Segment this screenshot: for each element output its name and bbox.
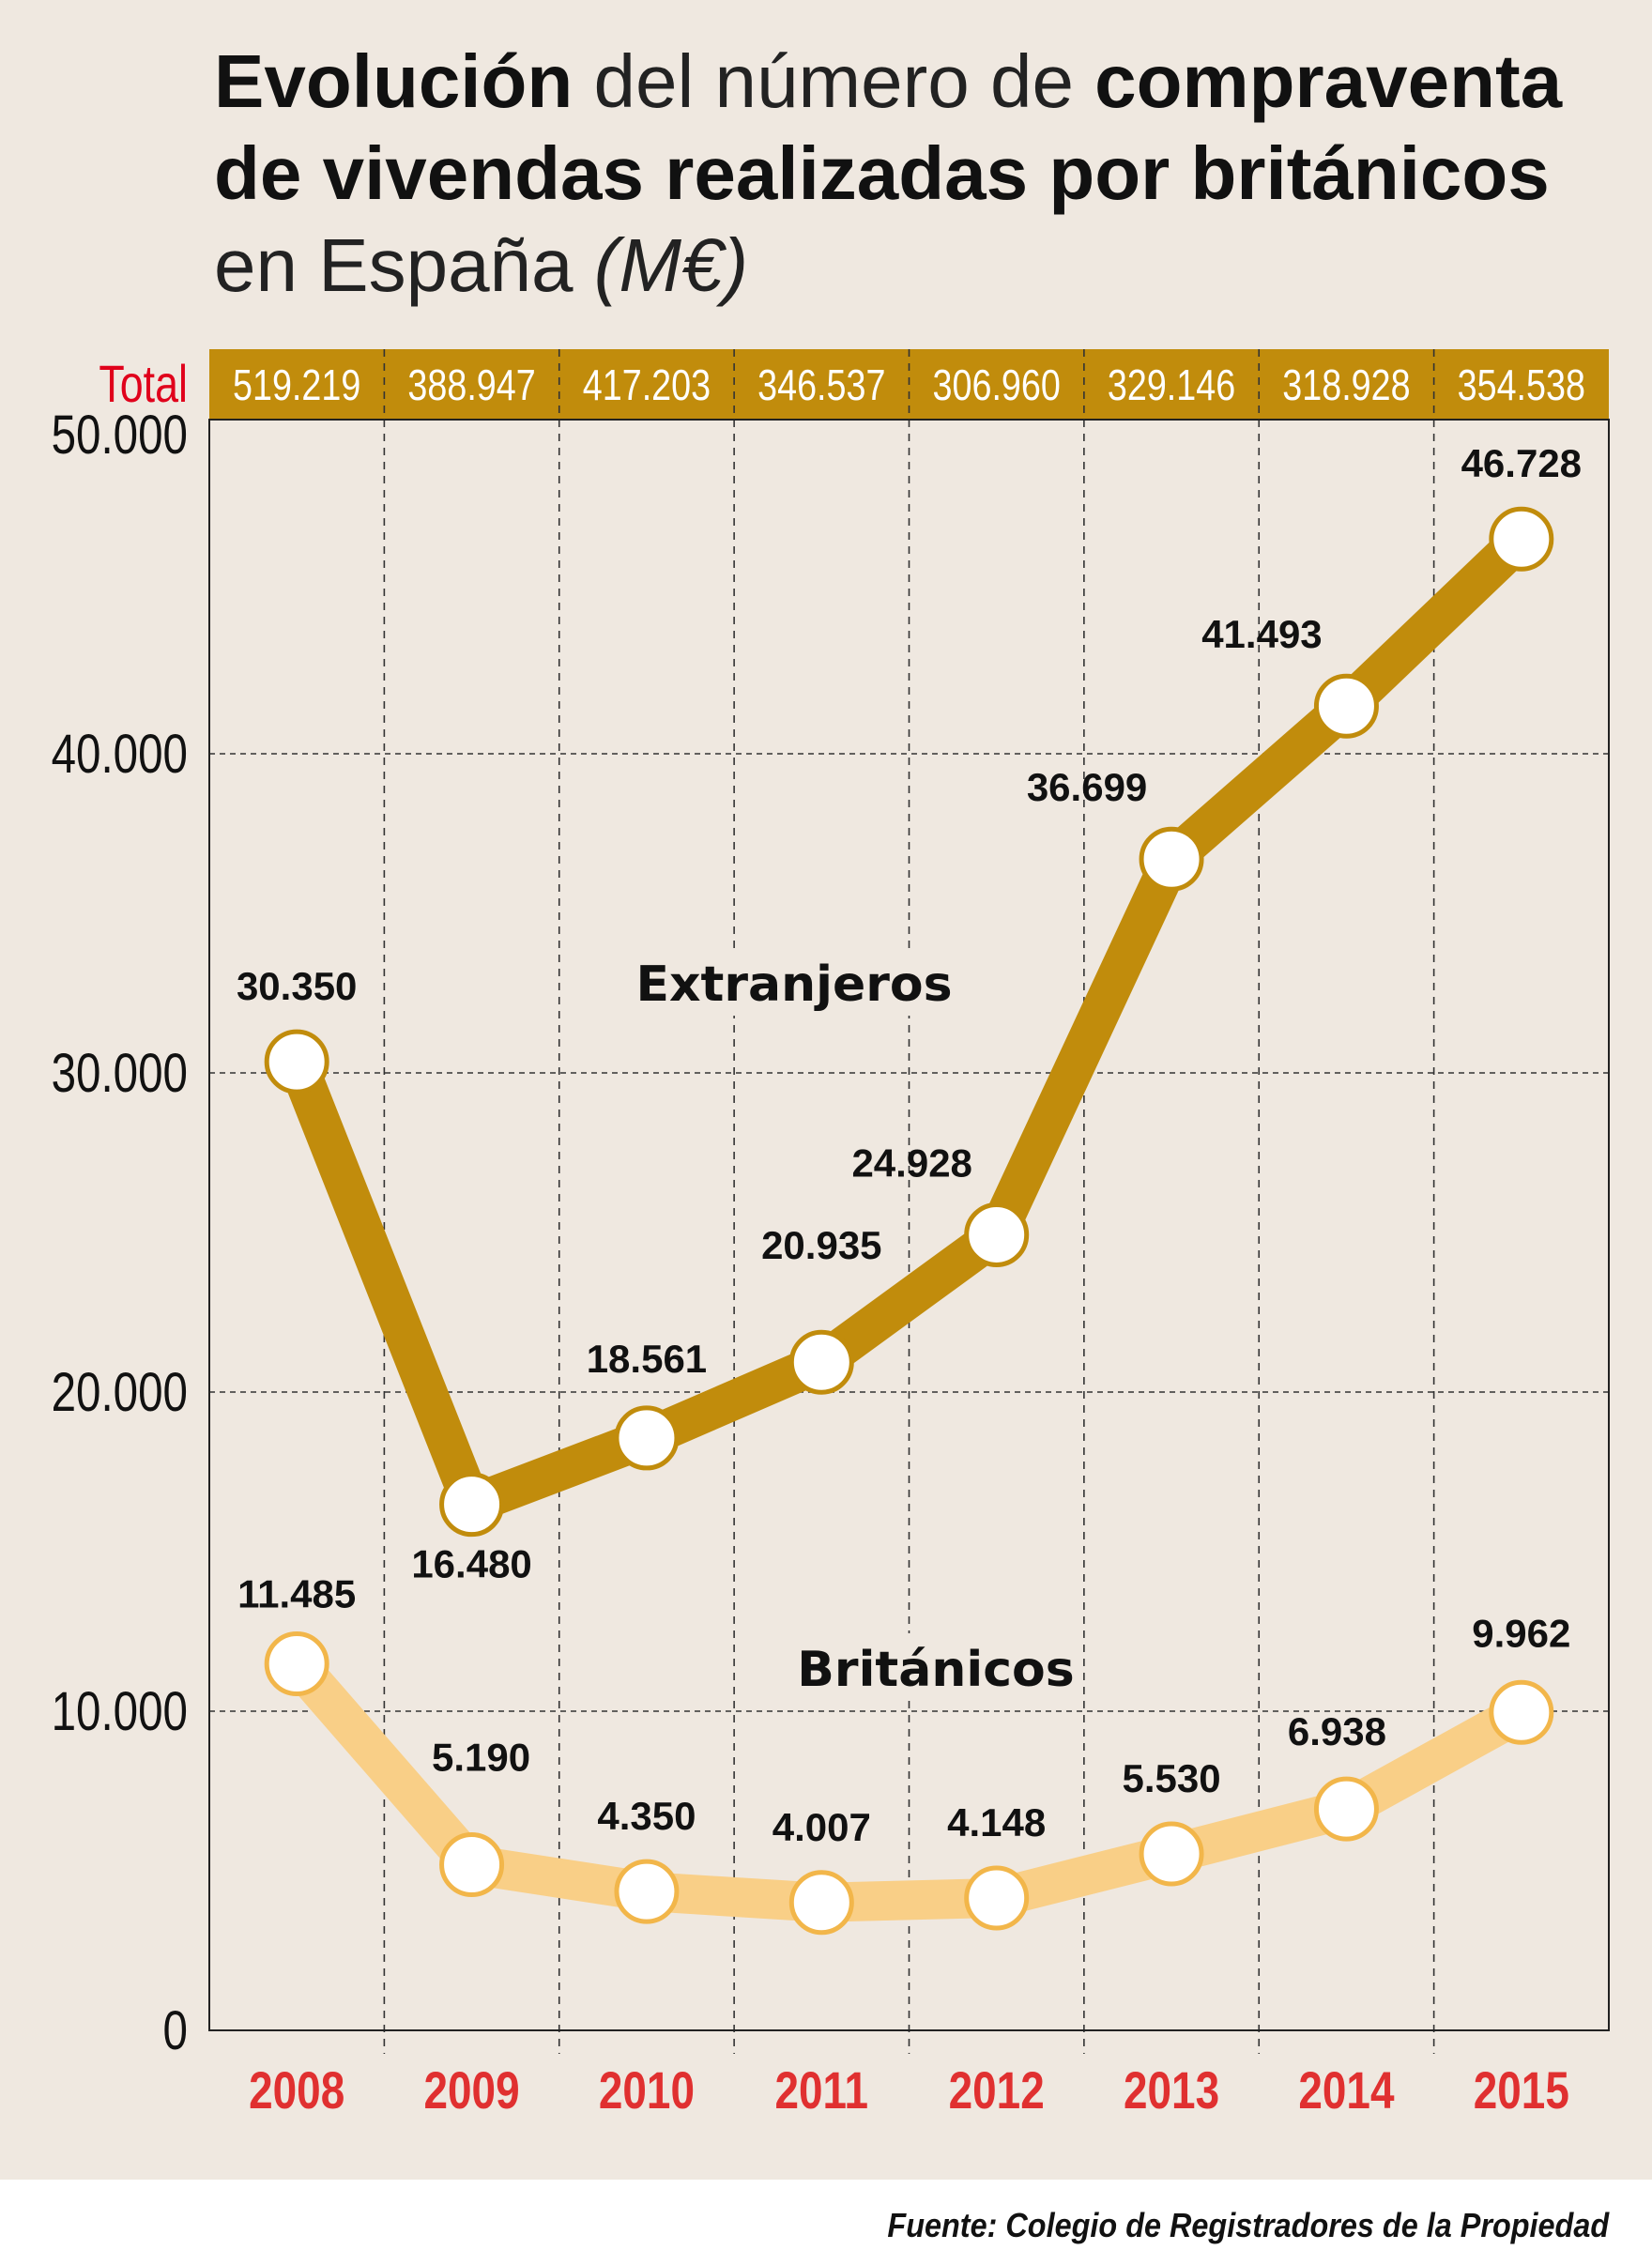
title-bold-1: Evolución [214,39,574,123]
y-tick-label: 20.000 [52,1363,188,1424]
x-tick-label: 2014 [1298,2061,1395,2120]
data-label: 30.350 [237,964,357,1008]
data-point [1139,1821,1204,1887]
series-label-extranjeros-bg [635,948,954,1016]
y-tick-label: 40.000 [52,725,188,786]
total-value-2009: 388.947 [407,360,535,408]
y-tick-label: 0 [163,2001,188,2062]
data-point [1313,673,1379,739]
x-tick-label: 2010 [599,2061,695,2120]
series-label-britanicos: Británicos [797,1642,1074,1698]
y-tick-label: 50.000 [52,406,188,467]
data-label: 4.007 [772,1805,871,1849]
data-point [964,1202,1030,1267]
x-tick-label: 2011 [775,2061,869,2120]
title-regular-1: del número de [573,39,1095,123]
y-tick-label: 30.000 [52,1044,188,1105]
data-label: 4.148 [947,1800,1046,1844]
x-tick-label: 2013 [1124,2061,1219,2120]
title-bold-2: compraventa [1094,39,1563,123]
total-value-2013: 329.146 [1108,360,1235,408]
data-point [788,1329,854,1395]
data-label: 5.530 [1123,1756,1221,1800]
data-point [264,1631,329,1697]
total-value-2008: 519.219 [233,360,360,408]
data-label: 11.485 [237,1572,356,1616]
data-label: 18.561 [587,1337,707,1381]
data-label: 9.962 [1472,1611,1570,1655]
data-label: 46.728 [1461,441,1582,485]
total-value-2012: 306.960 [933,360,1061,408]
title-unit: (M€) [593,223,749,307]
series-label-extranjeros: Extranjeros [635,957,952,1013]
total-value-2014: 318.928 [1282,360,1410,408]
data-label: 16.480 [411,1542,531,1586]
data-point [1489,1679,1554,1745]
x-tick-label: 2015 [1474,2061,1569,2120]
x-tick-label: 2009 [424,2061,520,2120]
series-label-britanicos-bg [795,1633,1077,1701]
data-label: 20.935 [761,1223,881,1267]
data-point [1489,506,1554,572]
title-line-3: en España (M€) [214,220,748,312]
data-label: 5.190 [432,1736,530,1780]
x-tick-label: 2012 [949,2061,1045,2120]
total-value-2011: 346.537 [757,360,885,408]
chart-title: Evolución del número de compraventa de v… [214,36,1622,312]
data-point [1313,1776,1379,1842]
y-tick-label: 10.000 [52,1682,188,1743]
data-point [439,1832,505,1898]
total-value-2015: 354.538 [1458,360,1585,408]
data-point [264,1029,329,1094]
data-label: 36.699 [1027,765,1147,809]
data-point [614,1859,680,1924]
x-tick-label: 2008 [249,2061,344,2120]
plot-frame [208,419,1610,2031]
data-label: 24.928 [851,1140,971,1185]
data-point [614,1405,680,1471]
data-point [788,1870,854,1936]
data-label: 41.493 [1201,612,1322,656]
title-line-2: de vivendas realizadas por británicos [214,131,1550,215]
totals-label: Total [99,354,188,413]
title-line-1: Evolución del número de compraventa [214,36,1562,128]
data-point [439,1472,505,1538]
total-value-2010: 417.203 [583,360,711,408]
data-label: 6.938 [1288,1709,1386,1753]
source-note: Fuente: Colegio de Registradores de la P… [887,2206,1609,2244]
title-regular-3: en España [214,223,594,307]
data-point [964,1865,1030,1931]
data-label: 4.350 [597,1794,696,1838]
data-point [1139,826,1204,892]
